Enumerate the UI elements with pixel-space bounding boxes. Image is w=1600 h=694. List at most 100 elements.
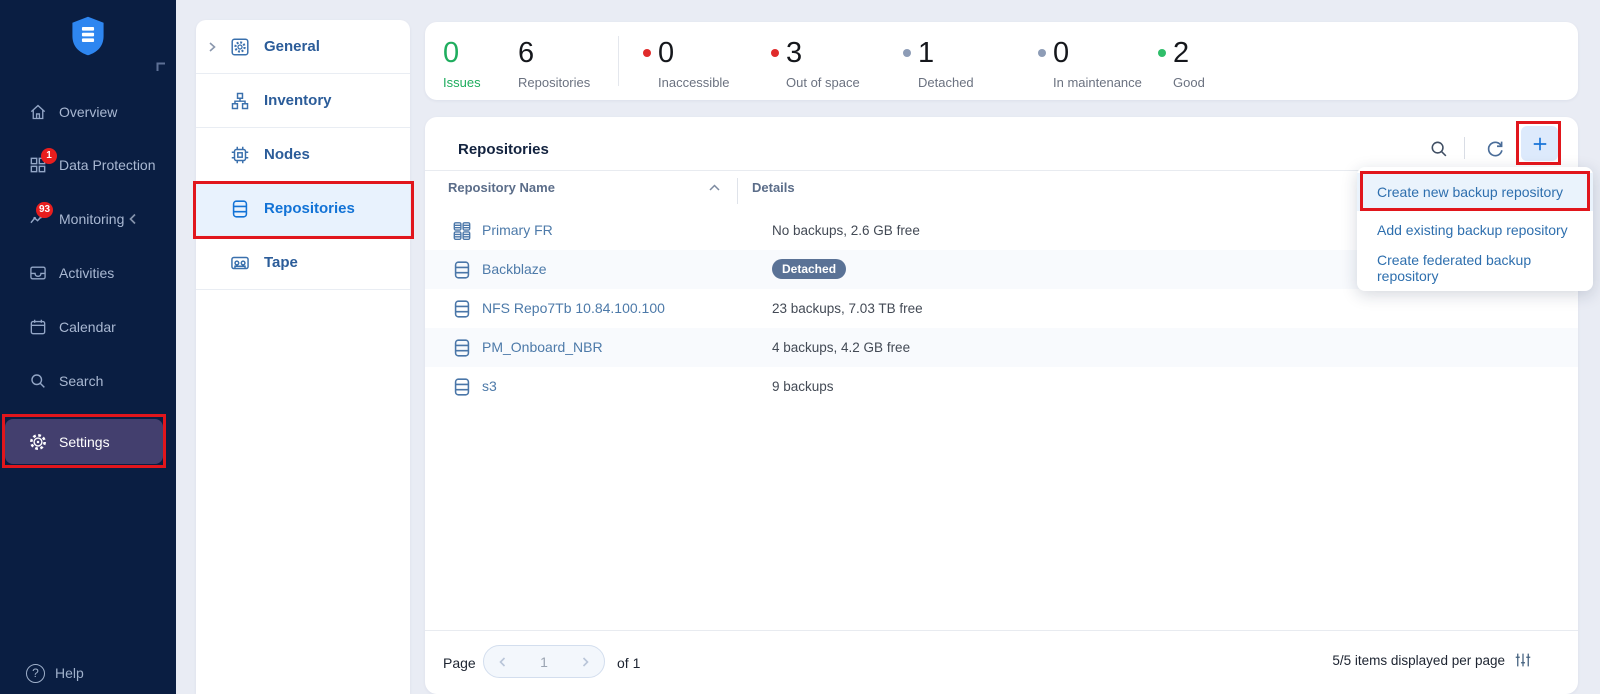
menu-item-add-existing-backup-repository[interactable]: Add existing backup repository <box>1377 222 1568 238</box>
table-row-nfs-repo[interactable]: NFS Repo7Tb 10.84.100.100 23 backups, 7.… <box>425 289 1578 328</box>
pagination-control: 1 <box>483 645 605 678</box>
refresh-icon[interactable] <box>1484 138 1506 160</box>
subnav-item-nodes[interactable]: Nodes <box>196 128 410 182</box>
stat-good: 2 Good <box>1158 37 1205 90</box>
status-dot-gray <box>903 49 911 57</box>
stat-issues: 0 Issues <box>443 37 481 90</box>
stat-label: Detached <box>918 75 974 90</box>
add-repository-dropdown-menu: Create new backup repository Add existin… <box>1357 167 1593 291</box>
header-divider <box>425 170 1578 171</box>
subnav-item-label: Inventory <box>264 92 332 109</box>
sort-ascending-icon[interactable] <box>708 183 721 193</box>
page-label: Page <box>443 655 476 671</box>
search-table-icon[interactable] <box>1428 138 1450 160</box>
repository-details: 23 backups, 7.03 TB free <box>772 301 923 316</box>
stat-value: 3 <box>786 37 803 69</box>
page-number-input[interactable]: 1 <box>540 653 548 670</box>
column-header-repository-name[interactable]: Repository Name <box>448 180 555 195</box>
gear-icon <box>28 432 48 452</box>
repository-icon <box>451 259 473 281</box>
sidebar-item-help[interactable]: ? Help <box>0 651 176 694</box>
sidebar-item-search[interactable]: Search <box>0 359 176 403</box>
repository-name-link[interactable]: Primary FR <box>482 222 553 238</box>
subnav-item-label: Nodes <box>264 146 310 163</box>
sidebar-item-label: Data Protection <box>59 157 156 173</box>
subnav-item-inventory[interactable]: Inventory <box>196 74 410 128</box>
table-row-s3[interactable]: s3 9 backups <box>425 367 1578 406</box>
stat-label: Out of space <box>786 75 860 90</box>
column-header-details[interactable]: Details <box>752 180 795 195</box>
stats-divider <box>618 36 619 86</box>
sidebar-item-overview[interactable]: Overview <box>0 90 176 134</box>
help-label: Help <box>55 665 84 681</box>
sidebar-item-activities[interactable]: Activities <box>0 251 176 295</box>
menu-item-create-new-backup-repository[interactable]: Create new backup repository <box>1357 173 1593 211</box>
repository-name-link[interactable]: NFS Repo7Tb 10.84.100.100 <box>482 300 665 316</box>
subnav-item-label: Tape <box>264 254 298 271</box>
data-protection-badge: 1 <box>41 148 57 164</box>
stat-out-of-space: 3 Out of space <box>771 37 860 90</box>
repository-details: 9 backups <box>772 379 834 394</box>
status-dot-gray <box>1038 49 1046 57</box>
tape-icon <box>229 252 251 274</box>
stat-value: 0 <box>443 37 460 69</box>
stat-detached: 1 Detached <box>903 37 974 90</box>
stat-repositories: 6 Repositories <box>518 37 590 90</box>
app-logo-shield-icon <box>66 13 110 59</box>
sidebar-item-monitoring[interactable]: Monitoring <box>0 197 176 241</box>
general-gear-panel-icon <box>229 36 251 58</box>
subnav-item-label: General <box>264 38 320 55</box>
repository-name-link[interactable]: PM_Onboard_NBR <box>482 339 603 355</box>
subnav-item-repositories[interactable]: Repositories <box>196 182 410 236</box>
stat-label: Inaccessible <box>658 75 730 90</box>
stat-label: Issues <box>443 75 481 90</box>
subnav-item-label: Repositories <box>264 200 355 217</box>
inventory-icon <box>229 90 251 112</box>
subnav-item-general[interactable]: General <box>196 20 410 74</box>
sidebar-corner-handle-icon[interactable] <box>155 61 167 73</box>
sidebar-item-label: Settings <box>59 433 110 450</box>
search-icon <box>28 371 48 391</box>
stat-in-maintenance: 0 In maintenance <box>1038 37 1142 90</box>
next-page-chevron-icon[interactable] <box>579 656 591 668</box>
help-icon: ? <box>26 663 45 683</box>
stat-value: 0 <box>1053 37 1070 69</box>
column-divider <box>737 178 738 204</box>
subnav-item-tape[interactable]: Tape <box>196 236 410 290</box>
page-count-label: of 1 <box>617 655 641 671</box>
inbox-icon <box>28 263 48 283</box>
add-repository-button[interactable] <box>1521 126 1558 161</box>
footer-divider <box>425 630 1578 631</box>
sidebar-item-label: Calendar <box>59 319 116 335</box>
stat-value: 2 <box>1173 37 1190 69</box>
repository-details: 4 backups, 4.2 GB free <box>772 340 911 355</box>
repository-name-link[interactable]: Backblaze <box>482 261 547 277</box>
expand-chevron-icon[interactable] <box>206 41 218 53</box>
status-dot-red <box>643 49 651 57</box>
toolbar-divider <box>1464 137 1465 159</box>
sidebar-item-calendar[interactable]: Calendar <box>0 305 176 349</box>
repository-name-link[interactable]: s3 <box>482 378 497 394</box>
calendar-icon <box>28 317 48 337</box>
menu-item-create-federated-backup-repository[interactable]: Create federated backup repository <box>1377 252 1532 284</box>
repository-details: No backups, 2.6 GB free <box>772 223 920 238</box>
stat-label: In maintenance <box>1053 75 1142 90</box>
status-dot-red <box>771 49 779 57</box>
sidebar-item-data-protection[interactable]: Data Protection <box>0 143 176 187</box>
panel-title: Repositories <box>458 141 549 158</box>
previous-page-chevron-icon[interactable] <box>497 656 509 668</box>
collapse-sidebar-chevron-icon[interactable] <box>126 212 140 226</box>
sliders-icon[interactable] <box>1514 651 1532 669</box>
table-row-primary-fr[interactable]: Primary FR No backups, 2.6 GB free <box>425 211 1578 250</box>
monitoring-badge: 93 <box>36 202 54 218</box>
table-row-pm-onboard-nbr[interactable]: PM_Onboard_NBR 4 backups, 4.2 GB free <box>425 328 1578 367</box>
items-per-page-label: 5/5 items displayed per page <box>1332 652 1505 668</box>
repository-icon <box>451 298 473 320</box>
sidebar-item-label: Activities <box>59 265 115 281</box>
sidebar-item-label: Search <box>59 373 104 389</box>
items-per-page-control: 5/5 items displayed per page <box>1332 651 1532 669</box>
primary-sidebar: Overview Data Protection 1 Monitoring 93 <box>0 0 176 694</box>
stat-label: Good <box>1173 75 1205 90</box>
sidebar-item-settings[interactable]: Settings <box>0 419 176 464</box>
